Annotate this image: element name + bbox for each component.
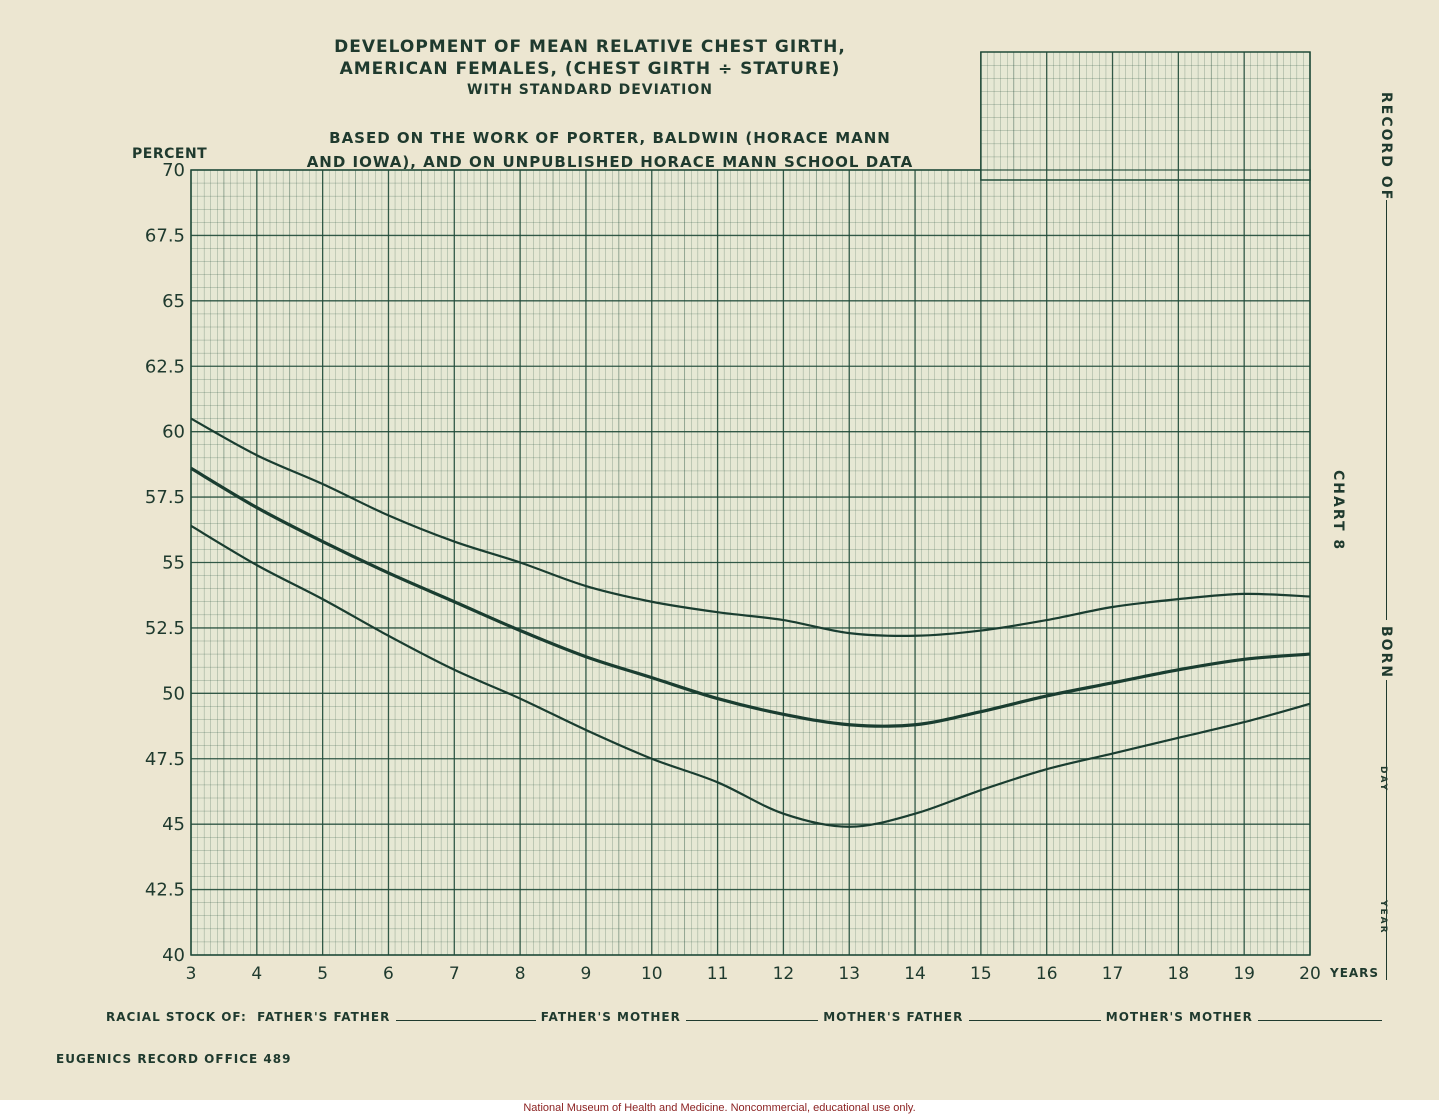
- y-tick-label: 70: [162, 160, 185, 181]
- x-tick-label: 6: [383, 964, 394, 984]
- born-label: BORN: [1378, 626, 1394, 680]
- y-tick-label: 40: [162, 945, 185, 966]
- mothers-mother-field[interactable]: [1258, 1008, 1383, 1021]
- tick-labels: 3 4 5 6 7 8 9 10 11 12 13 14 15 16 17 18 19 207067.56562.…: [145, 160, 1321, 984]
- mothers-father-label: MOTHER'S FATHER: [823, 1010, 964, 1024]
- x-tick-label: 3: [186, 964, 197, 984]
- grid: [190, 51, 1311, 956]
- x-tick-label: 9: [581, 964, 592, 984]
- series-line-1: [190, 466, 1311, 728]
- basis-line-1: BASED ON THE WORK OF PORTER, BALDWIN (HO…: [329, 129, 891, 147]
- record-of-label: RECORD OF: [1378, 92, 1394, 202]
- record-of-line: [1386, 200, 1387, 620]
- mothers-father-field[interactable]: [968, 1008, 1101, 1021]
- x-tick-label: 19: [1233, 964, 1255, 984]
- x-tick-label: 15: [970, 964, 992, 984]
- x-axis-label: YEARS: [1330, 966, 1380, 980]
- x-tick-label: 20: [1299, 964, 1321, 984]
- born-line: [1386, 680, 1387, 980]
- series-line-0: [190, 417, 1311, 638]
- y-tick-label: 45: [162, 814, 185, 835]
- x-tick-label: 4: [251, 964, 262, 984]
- credit-strip: [0, 1100, 1439, 1118]
- y-tick-label: 55: [162, 553, 185, 574]
- fathers-mother-label: FATHER'S MOTHER: [540, 1010, 681, 1024]
- chart-number: CHART 8: [1330, 470, 1346, 552]
- y-tick-label: 50: [162, 683, 185, 704]
- title-line-3: WITH STANDARD DEVIATION: [467, 82, 713, 98]
- x-tick-label: 5: [317, 964, 328, 984]
- y-tick-label: 42.5: [145, 880, 185, 901]
- series-line-2: [190, 524, 1311, 828]
- x-tick-label: 10: [641, 964, 663, 984]
- y-tick-label: 52.5: [145, 618, 185, 639]
- chart-title: DEVELOPMENT OF MEAN RELATIVE CHEST GIRTH…: [200, 36, 980, 100]
- racial-prefix: RACIAL STOCK OF:: [106, 1010, 247, 1024]
- mothers-mother-label: MOTHER'S MOTHER: [1105, 1010, 1253, 1024]
- chart-basis: BASED ON THE WORK OF PORTER, BALDWIN (HO…: [290, 126, 930, 174]
- y-tick-label: 57.5: [145, 487, 185, 508]
- day-label: DAY: [1378, 766, 1388, 793]
- office-label: EUGENICS RECORD OFFICE 489: [56, 1052, 292, 1066]
- basis-line-2: AND IOWA), AND ON UNPUBLISHED HORACE MAN…: [306, 153, 914, 171]
- credit-text: National Museum of Health and Medicine. …: [523, 1102, 916, 1114]
- series-lines: [190, 417, 1311, 828]
- title-line-1: DEVELOPMENT OF MEAN RELATIVE CHEST GIRTH…: [334, 37, 846, 57]
- x-tick-label: 11: [707, 964, 729, 984]
- x-tick-label: 12: [773, 964, 795, 984]
- racial-stock-row: RACIAL STOCK OF: FATHER'S FATHER FATHER'…: [106, 1008, 1383, 1024]
- x-tick-label: 7: [449, 964, 460, 984]
- x-tick-label: 18: [1168, 964, 1190, 984]
- x-tick-label: 16: [1036, 964, 1058, 984]
- fathers-father-field[interactable]: [395, 1008, 536, 1021]
- y-tick-label: 67.5: [145, 225, 185, 246]
- fathers-father-label: FATHER'S FATHER: [257, 1010, 391, 1024]
- x-tick-label: 8: [515, 964, 526, 984]
- y-tick-label: 62.5: [145, 356, 185, 377]
- y-tick-label: 65: [162, 291, 185, 312]
- year-label: YEAR: [1378, 900, 1388, 935]
- y-axis-label: PERCENT: [132, 146, 208, 162]
- x-tick-label: 17: [1102, 964, 1124, 984]
- title-line-2: AMERICAN FEMALES, (CHEST GIRTH ÷ STATURE…: [339, 59, 841, 79]
- x-tick-label: 13: [838, 964, 860, 984]
- y-tick-label: 47.5: [145, 749, 185, 770]
- fathers-mother-field[interactable]: [686, 1008, 819, 1021]
- y-tick-label: 60: [162, 422, 185, 443]
- x-tick-label: 14: [904, 964, 926, 984]
